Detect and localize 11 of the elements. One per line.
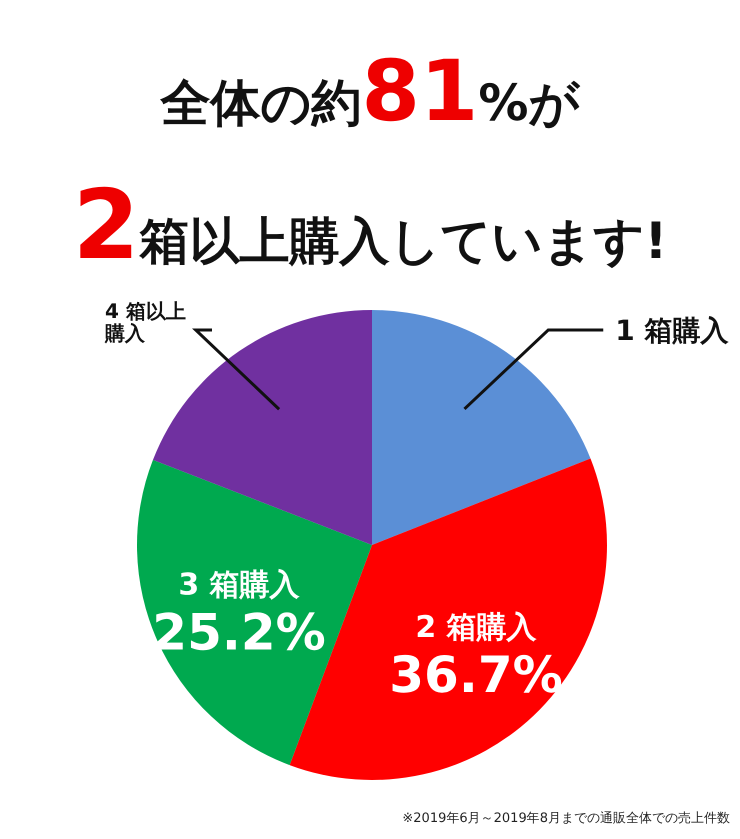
slice-label: 3 箱購入 bbox=[178, 568, 301, 603]
chart-title: 全体の約81%が bbox=[159, 42, 580, 140]
slice-label: 1 箱購入 bbox=[615, 314, 730, 347]
chart-subtitle: 2箱以上購入しています! bbox=[72, 169, 668, 281]
slice-label: 4 箱以上購入 bbox=[104, 299, 186, 345]
pie-slice bbox=[372, 310, 590, 545]
data-label: 25.2% bbox=[152, 604, 326, 662]
text: ※2019年6月～2019年8月までの通販全体での売上件数 bbox=[402, 811, 730, 826]
slice-label: 2 箱購入 bbox=[415, 610, 538, 646]
pie-slice bbox=[137, 460, 372, 766]
data-label: 36.7% bbox=[389, 646, 563, 704]
